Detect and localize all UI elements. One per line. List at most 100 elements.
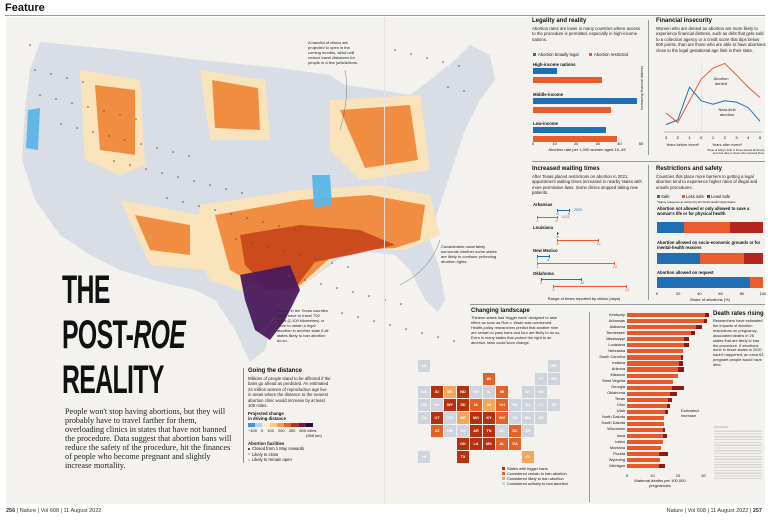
bar: [533, 68, 557, 74]
stacked-bar-segment: [700, 253, 744, 264]
state-tile-ok: OK: [457, 438, 469, 450]
x-axis-label: Abortion rate per 1,000 women aged 15–49: [548, 147, 626, 152]
state-tile-ks: KS: [457, 425, 469, 437]
clinic-dot: [410, 53, 412, 55]
range-line: [537, 256, 550, 257]
state-label: West Virginia: [602, 378, 625, 384]
bar-current: [627, 440, 663, 445]
legality-body: Abortion rates are lower in many countri…: [532, 26, 640, 42]
state-tile-md: MD: [522, 412, 534, 424]
state-tile-ga: GA: [509, 438, 521, 450]
legend-swatch: [682, 195, 685, 198]
legend-swatch: [502, 472, 505, 476]
bar: [533, 97, 637, 104]
landscape-legend-item: Considered likely to ban abortion: [502, 476, 568, 481]
footer-right-text: Nature | Vol 608 | 11 August 2022 |: [666, 508, 752, 514]
bar-increase: [671, 385, 685, 390]
facility-dot-icon: [248, 453, 250, 456]
bar-increase: [704, 313, 709, 318]
state-tile-la: LA: [470, 438, 482, 450]
state-label: Missouri: [610, 372, 625, 377]
state-tile-wa: WA: [418, 386, 430, 398]
state-label: Louisiana: [533, 225, 554, 230]
clinic-dot: [188, 155, 190, 157]
landscape-body: Thirteen states had 'trigger bans' desig…: [471, 315, 561, 345]
landscape-legend: States with trigger bans Considered certa…: [502, 466, 568, 486]
scale-km: (966 km): [306, 432, 322, 438]
legality-title: Legality and reality: [532, 18, 587, 24]
x-axis-label: Maternal deaths per 100,000 pregnancies: [634, 478, 686, 488]
distance-region: [340, 105, 418, 168]
scale-tick: 100: [267, 427, 274, 433]
state-tile-ri: RI: [548, 399, 560, 411]
range-line: [537, 263, 615, 264]
clinic-dot: [29, 44, 31, 46]
stacked-bar-segment: [657, 277, 751, 288]
state-label: Iowa: [616, 432, 625, 438]
scale-title: Projected change in driving distance: [248, 411, 286, 422]
state-label: New Mexico: [533, 248, 558, 253]
scale-tick: 400: [288, 427, 296, 433]
scale-swatch: [291, 423, 299, 427]
state-tile-wi: WI: [483, 373, 495, 385]
clinic-dot: [156, 147, 158, 149]
range-end-value: 9: [567, 211, 570, 216]
scale-swatch: [262, 423, 270, 427]
state-tile-mi: MI: [496, 386, 508, 398]
state-tile-ct: CT: [535, 399, 547, 411]
x-tick-label: 5: [759, 135, 762, 140]
bar-current: [627, 427, 664, 433]
distance-title: Going the distance: [248, 368, 303, 374]
state-label: Nebraska: [608, 347, 625, 353]
distance-color-scale: [248, 423, 313, 427]
state-tile-wy: WY: [444, 399, 456, 411]
state-tile-in: IN: [483, 399, 495, 411]
clinic-dot: [278, 225, 280, 227]
bar-current: [627, 421, 664, 427]
clinic-dot: [225, 188, 227, 190]
clinic-dot: [166, 197, 168, 199]
state-tile-mn: MN: [470, 386, 482, 398]
bar: [533, 127, 607, 133]
legend-swatch: [502, 477, 505, 481]
clinic-dot: [347, 266, 349, 268]
deaths-section: Death rates rising Researchers have esti…: [713, 311, 765, 368]
footer-right: Nature | Vol 608 | 11 August 2022 | 257: [667, 508, 762, 514]
state-tile-az: AZ: [431, 425, 443, 437]
distance-region: [95, 85, 135, 155]
series-label-near-limit: Near-limit abortion: [718, 107, 736, 117]
x-tick-label: 0: [531, 141, 535, 146]
financial-section: Financial insecurity Women who are denie…: [656, 18, 766, 53]
legality-section: Legality and reality Abortion rates are …: [532, 18, 644, 42]
state-label: Alabama: [609, 323, 625, 329]
title-roe: ROE: [133, 313, 186, 357]
annotation-leader: [261, 314, 276, 336]
category-label: Abortion allowed on request: [657, 270, 714, 275]
clinic-dot: [113, 160, 115, 162]
bar-increase: [665, 409, 668, 414]
clinic-dot: [405, 328, 407, 330]
range-start-value: 6: [556, 241, 559, 246]
state-label: Florida: [613, 450, 625, 456]
safety-title: Restrictions and safety: [656, 166, 723, 172]
state-tile-id: ID: [431, 386, 443, 398]
bar-current: [627, 337, 686, 342]
range-end: [556, 209, 558, 212]
x-tick-label: 50: [638, 141, 644, 146]
clinic-dot: [82, 81, 84, 83]
category-label: Abortion not allowed or only allowed to …: [657, 206, 750, 216]
bar-current: [627, 379, 673, 384]
scale-swatch: [269, 423, 277, 427]
x-tick-label: 3: [665, 135, 668, 140]
clinic-dot: [230, 213, 232, 215]
state-tile-ar: AR: [470, 425, 482, 437]
scale-swatch: [248, 423, 256, 427]
clinic-dot: [400, 303, 402, 305]
state-tile-nv: NV: [431, 399, 443, 411]
state-label: South Dakota: [601, 420, 625, 426]
legend-label: Considered certain to ban abortion: [507, 471, 567, 476]
clinic-dot: [55, 98, 57, 100]
range-end: [536, 216, 538, 219]
bar-increase: [680, 355, 684, 360]
category-label: Low-income: [533, 121, 559, 126]
